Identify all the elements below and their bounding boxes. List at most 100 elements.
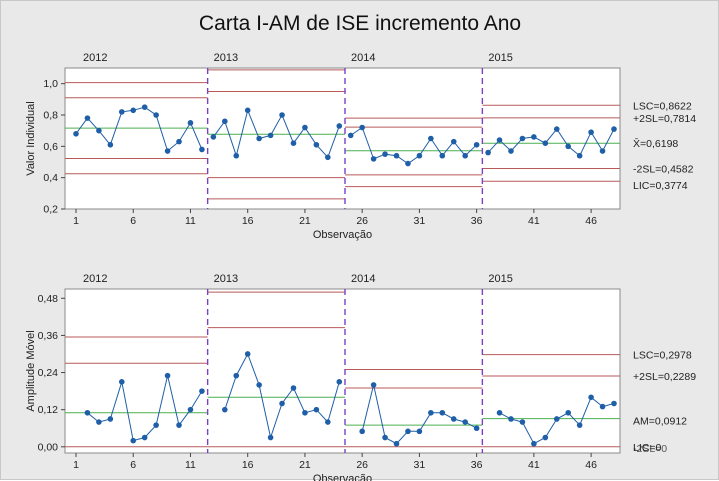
x-tick-label: 46 (585, 215, 597, 227)
data-point (130, 107, 137, 114)
data-point (187, 120, 194, 126)
phase-label: 2013 (214, 273, 238, 285)
phase-label: 2012 (83, 273, 107, 285)
data-point (462, 152, 468, 159)
phase-label: 2014 (351, 273, 375, 285)
y-tick-label: 0,6 (43, 141, 58, 153)
data-point (599, 148, 606, 154)
y-tick-label: 0,36 (38, 330, 59, 342)
x-tick-label: 31 (414, 215, 426, 227)
x-tick-label: 36 (471, 215, 483, 227)
center-label: X̄=0,6198 (633, 138, 678, 151)
x-tick-label: 41 (528, 459, 540, 471)
data-point (199, 146, 205, 153)
data-point (588, 394, 594, 401)
data-point (313, 141, 320, 148)
data-point (73, 131, 79, 137)
data-point (279, 112, 285, 118)
data-point (176, 422, 182, 428)
data-point (485, 149, 491, 156)
data-point (576, 152, 583, 159)
y-tick-label: 0,00 (38, 441, 59, 453)
data-point (405, 428, 411, 435)
data-point (313, 406, 320, 413)
data-point (439, 409, 446, 416)
x-tick-label: 6 (130, 459, 136, 471)
data-point (473, 141, 480, 148)
data-point (405, 160, 411, 167)
data-point (553, 126, 560, 132)
x-tick-label: 21 (299, 459, 311, 471)
x-tick-label: 1 (73, 459, 79, 471)
data-point (118, 379, 125, 385)
data-point (576, 422, 583, 428)
phase-label: 2015 (488, 52, 512, 64)
y-tick-label: 1,0 (43, 78, 58, 90)
data-point (553, 416, 560, 422)
data-point (244, 351, 251, 357)
x-tick-label: 11 (185, 215, 196, 227)
data-point (256, 135, 262, 142)
y-axis-label: Valor Individual (25, 101, 37, 175)
data-point (519, 419, 526, 425)
data-point (153, 112, 159, 118)
data-point (428, 409, 434, 416)
x-axis-label: Observação (313, 473, 372, 481)
data-point (508, 416, 514, 422)
data-point (118, 109, 125, 115)
lower-2sl-label: -2SL=0 (633, 443, 667, 455)
data-point (531, 440, 537, 447)
data-point (164, 148, 171, 154)
data-point (267, 434, 274, 441)
data-point (439, 152, 446, 159)
y-tick-label: 0,4 (43, 172, 58, 184)
data-point (416, 428, 423, 435)
series-line (212, 108, 340, 159)
data-point (370, 382, 377, 388)
x-tick-label: 41 (528, 215, 540, 227)
chart-title: Carta I-AM de ISE incremento Ano (199, 12, 521, 35)
data-point (611, 126, 617, 132)
y-tick-label: 0,48 (38, 293, 59, 305)
data-point (325, 419, 331, 425)
y-tick-label: 0,8 (43, 110, 58, 122)
data-point (107, 416, 114, 422)
data-point (542, 434, 549, 441)
data-point (164, 372, 171, 379)
data-point (393, 152, 400, 159)
data-point (462, 419, 468, 425)
data-point (153, 422, 159, 428)
data-point (565, 143, 572, 150)
phase-label: 2013 (214, 52, 238, 64)
data-point (96, 127, 102, 134)
data-point (450, 416, 457, 422)
data-point (428, 135, 434, 142)
data-point (393, 440, 400, 447)
phase-label: 2012 (83, 52, 107, 64)
x-tick-label: 26 (356, 215, 368, 227)
data-point (222, 406, 228, 413)
data-point (611, 400, 617, 407)
y-tick-label: 0,24 (38, 367, 59, 379)
data-point (359, 428, 365, 435)
data-point (382, 151, 388, 157)
data-point (599, 403, 606, 410)
x-tick-label: 36 (471, 459, 483, 471)
data-point (199, 388, 205, 394)
y-tick-label: 0,12 (38, 404, 59, 416)
data-point (450, 138, 457, 145)
x-tick-label: 26 (356, 459, 368, 471)
phase-label: 2014 (351, 52, 375, 64)
data-point (347, 132, 354, 139)
data-point (233, 152, 240, 159)
data-point (222, 118, 228, 125)
data-point (84, 409, 91, 416)
x-tick-label: 46 (585, 459, 597, 471)
data-point (256, 382, 262, 388)
data-point (508, 148, 514, 154)
center-label: AM=0,0912 (633, 416, 687, 428)
x-tick-label: 16 (242, 215, 254, 227)
